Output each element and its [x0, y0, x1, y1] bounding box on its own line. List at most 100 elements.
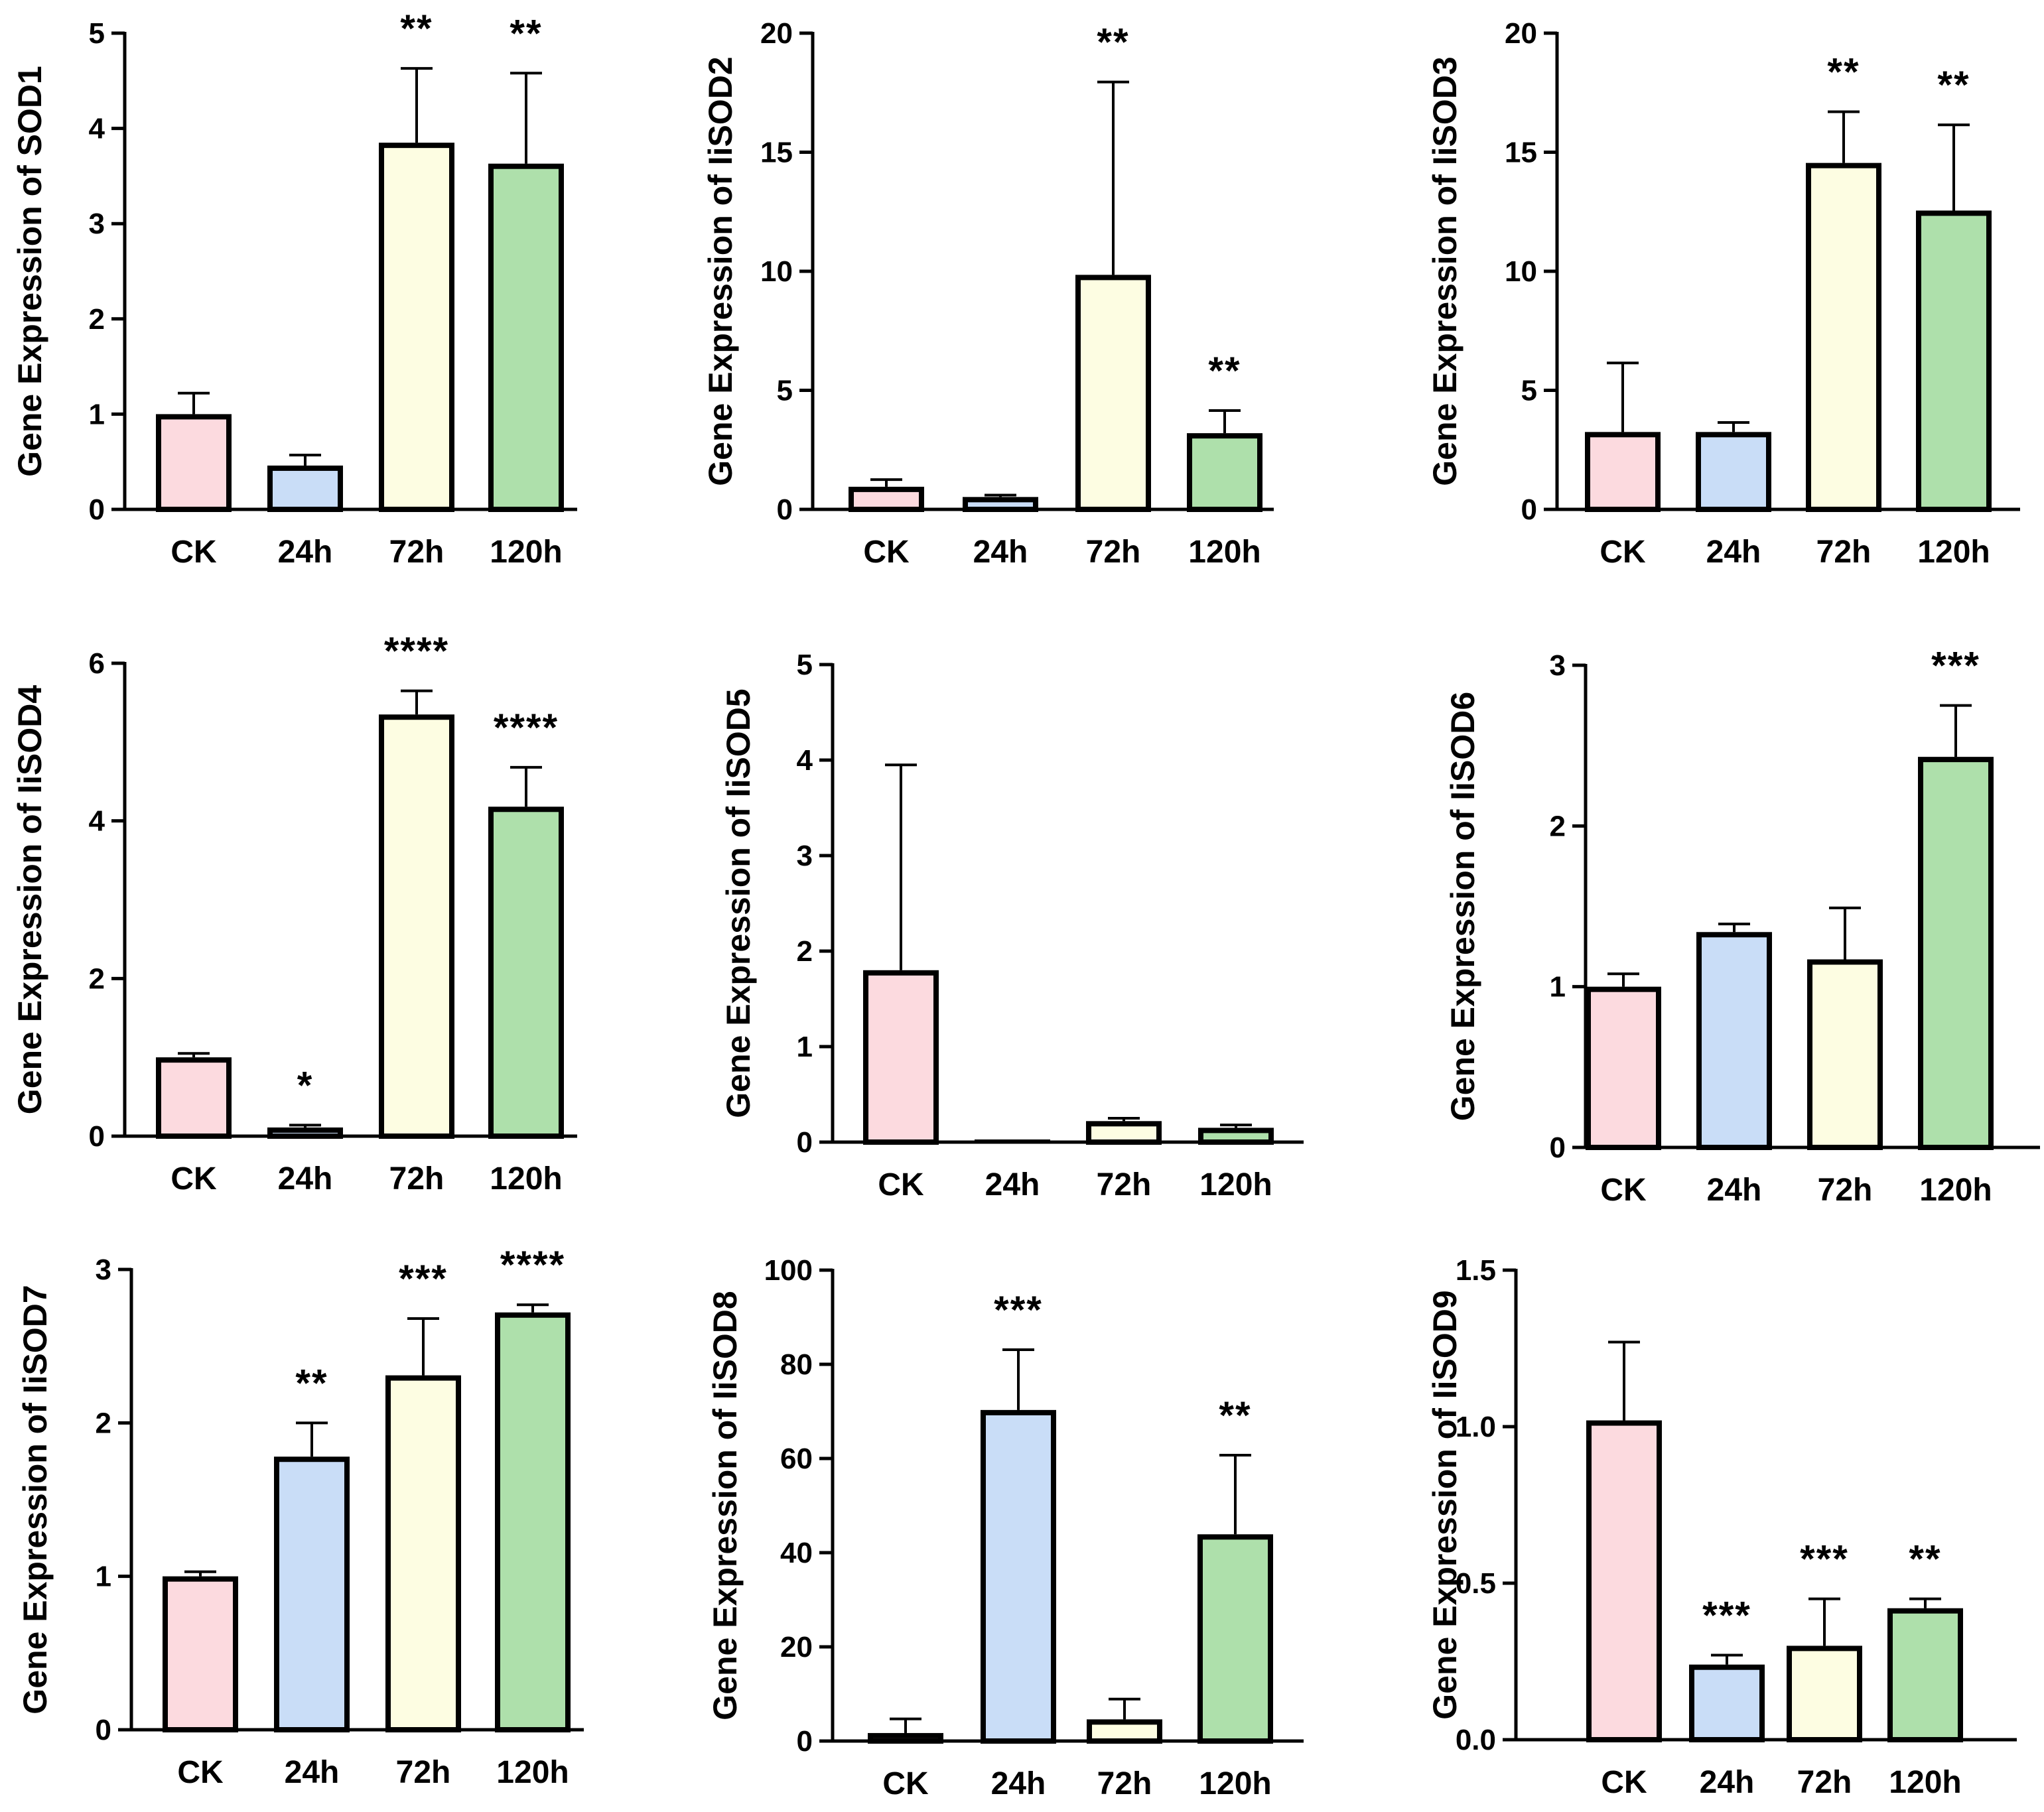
bar-120h: [1187, 433, 1262, 512]
bar-120h: [1918, 757, 1994, 1150]
x-tick-label: 72h: [389, 535, 444, 570]
x-tick-label: 72h: [1086, 535, 1141, 570]
y-axis-title: Gene Expression of IiSOD5: [720, 688, 757, 1118]
significance-label: **: [295, 1362, 328, 1405]
x-tick-label: 72h: [1097, 1167, 1152, 1202]
bar-120h: [1916, 210, 1992, 512]
bar-24h: [1696, 932, 1772, 1150]
y-axis-title: Gene Expression of SOD1: [11, 66, 48, 477]
x-tick-label: CK: [863, 535, 910, 570]
significance-label: **: [1937, 64, 1970, 107]
bar-120h: [1887, 1608, 1963, 1743]
bar-120h: [1197, 1534, 1273, 1744]
bar-120h: [488, 807, 564, 1139]
significance-label: ***: [399, 1258, 448, 1301]
y-axis-title: Gene Expression of IiSOD9: [1426, 1290, 1464, 1719]
bar-24h: [274, 1456, 350, 1732]
y-tick-label: 40: [780, 1537, 813, 1569]
y-tick-label: 5: [89, 17, 105, 50]
x-tick-label: 72h: [1097, 1766, 1152, 1801]
y-tick-label: 0: [797, 1725, 813, 1758]
x-tick-label: 72h: [389, 1161, 444, 1197]
y-axis-title: Gene Expression of IiSOD4: [11, 685, 48, 1115]
x-tick-label: 120h: [1199, 1766, 1271, 1801]
significance-label: ****: [494, 706, 559, 749]
y-tick-label: 0: [1550, 1132, 1566, 1164]
x-tick-label: 72h: [1816, 535, 1872, 570]
significance-label: ***: [1800, 1538, 1849, 1581]
y-tick-label: 1: [89, 398, 105, 430]
y-tick-label: 20: [780, 1631, 813, 1663]
y-tick-label: 5: [1521, 375, 1537, 407]
bar-CK: [849, 486, 924, 513]
chart-panel-IiSOD3: 0 5 10 15 20 Gene Expression of IiSOD3 CK 24h 72…: [1426, 17, 2020, 570]
bar-72h: [379, 714, 454, 1139]
y-tick-label: 0: [1521, 493, 1537, 526]
y-tick-label: 1.5: [1456, 1254, 1496, 1287]
bar-120h: [1198, 1128, 1274, 1145]
bar-72h: [1087, 1719, 1162, 1744]
x-tick-label: 120h: [496, 1755, 569, 1790]
x-tick-label: 72h: [1818, 1173, 1873, 1208]
bar-72h: [1086, 1121, 1162, 1145]
chart-panel-IiSOD5: 0 1 2 3 4 5 Gene Expression of IiSOD5 CK 24h 72h 1…: [720, 649, 1304, 1202]
significance-label: **: [1219, 1394, 1251, 1437]
significance-label: ****: [384, 630, 449, 673]
significance-label: ***: [1702, 1594, 1751, 1638]
x-tick-label: 24h: [285, 1755, 340, 1790]
significance-label: **: [1827, 50, 1860, 94]
y-tick-label: 0.0: [1456, 1724, 1496, 1756]
x-tick-label: 120h: [490, 535, 562, 570]
y-tick-label: 20: [1505, 17, 1537, 50]
y-tick-label: 5: [777, 375, 793, 407]
bar-24h: [981, 1409, 1056, 1744]
bar-72h: [385, 1375, 461, 1733]
x-tick-label: 24h: [973, 535, 1028, 570]
bar-72h: [379, 143, 454, 512]
y-tick-label: 4: [89, 805, 105, 838]
y-tick-label: 3: [89, 208, 105, 240]
y-tick-label: 1.0: [1456, 1411, 1496, 1443]
y-tick-label: 3: [1550, 649, 1566, 682]
x-tick-label: CK: [170, 535, 217, 570]
x-tick-label: 120h: [1889, 1765, 1961, 1800]
bar-CK: [863, 970, 939, 1145]
y-tick-label: 4: [797, 744, 813, 777]
y-axis-title: Gene Expression of IiSOD3: [1426, 56, 1464, 485]
chart-panel-IiSOD4: 0 2 4 6 Gene Expression of IiSOD4 CK 24h * 72h **…: [11, 630, 577, 1197]
y-tick-label: 1: [96, 1561, 111, 1593]
y-tick-label: 4: [89, 113, 105, 145]
y-tick-label: 0: [89, 493, 105, 526]
bar-CK: [1585, 432, 1661, 513]
significance-label: **: [510, 12, 542, 55]
x-tick-label: 24h: [1700, 1765, 1755, 1800]
chart-panel-IiSOD6: 0 1 2 3 Gene Expression of IiSOD6 CK 24h 72h 120…: [1444, 645, 2040, 1208]
y-axis-title: Gene Expression of IiSOD8: [707, 1291, 744, 1720]
significance-label: ****: [500, 1244, 565, 1287]
y-tick-label: 100: [764, 1254, 813, 1287]
significance-label: **: [1208, 350, 1241, 393]
bar-72h: [1806, 162, 1881, 512]
y-tick-label: 6: [89, 647, 105, 680]
x-tick-label: CK: [1600, 535, 1646, 570]
bar-24h: [1689, 1664, 1765, 1742]
bar-24h: [267, 465, 343, 512]
significance-label: ***: [1931, 645, 1980, 688]
x-tick-label: 24h: [991, 1766, 1046, 1801]
bar-CK: [868, 1732, 943, 1744]
bar-72h: [1807, 959, 1883, 1150]
y-tick-label: 0: [96, 1714, 111, 1746]
bar-72h: [1787, 1646, 1862, 1742]
bar-120h: [488, 163, 564, 512]
y-tick-label: 5: [797, 649, 813, 681]
bar-CK: [156, 1057, 232, 1139]
y-tick-label: 2: [89, 962, 105, 995]
y-tick-label: 15: [760, 137, 793, 169]
bar-120h: [495, 1312, 571, 1732]
x-tick-label: 24h: [985, 1167, 1040, 1202]
y-tick-label: 1: [797, 1031, 813, 1063]
bar-24h: [975, 1139, 1050, 1142]
y-tick-label: 2: [1550, 810, 1566, 842]
x-tick-label: CK: [882, 1766, 929, 1801]
y-tick-label: 80: [780, 1348, 813, 1381]
